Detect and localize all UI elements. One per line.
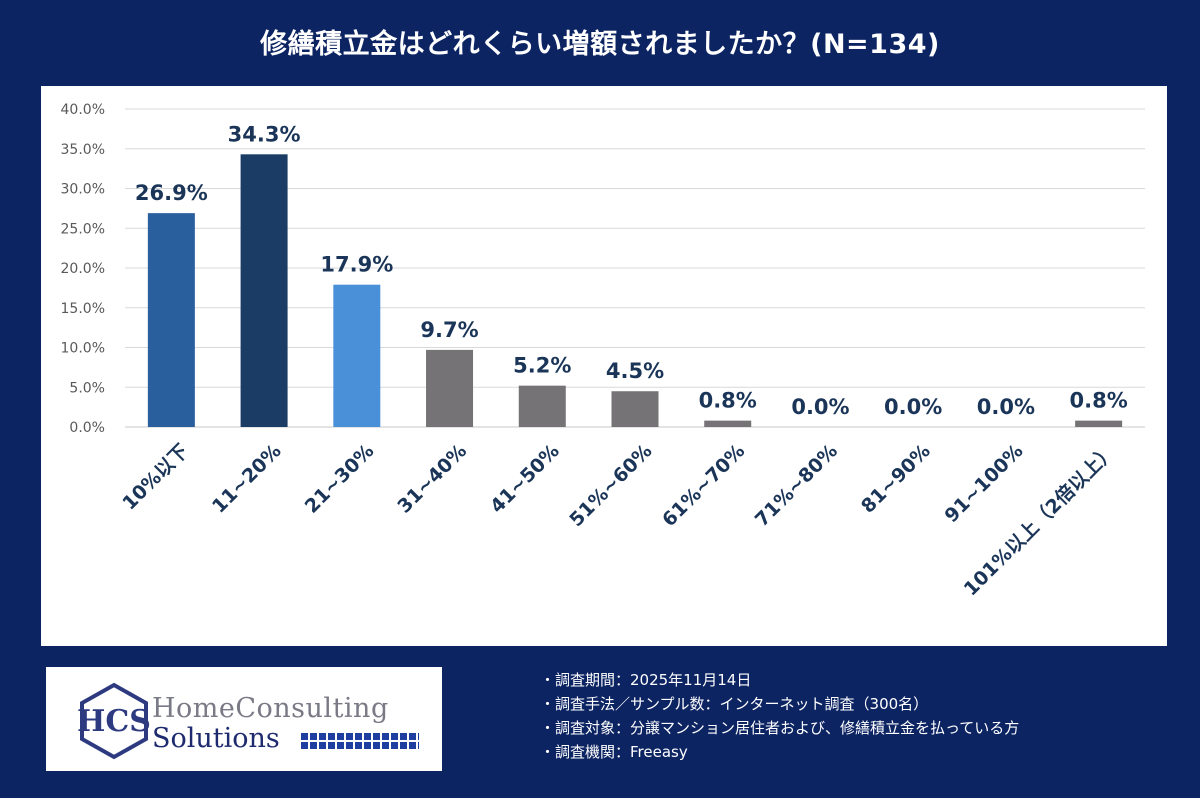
y-tick-label: 35.0%	[61, 142, 105, 158]
bar	[518, 385, 566, 427]
x-tick-label: 61%~70%	[658, 440, 749, 531]
y-tick-label: 5.0%	[69, 380, 105, 396]
data-label: 17.9%	[320, 253, 393, 277]
bar	[704, 420, 752, 427]
y-tick-label: 25.0%	[61, 221, 105, 237]
data-label: 34.3%	[228, 122, 301, 146]
x-tick-label: 51%~60%	[565, 440, 656, 531]
y-tick-label: 10.0%	[61, 341, 105, 357]
note-agency: ・調査機関：Freeasy	[540, 743, 688, 761]
x-tick-label: 41~50%	[486, 440, 564, 518]
chart-title: 修繕積立金はどれくらい増額されましたか？(N=134)	[260, 29, 940, 60]
bar	[611, 391, 659, 427]
data-label: 0.0%	[977, 395, 1035, 419]
logo-mark-text: HCS	[77, 704, 151, 739]
data-label: 0.8%	[1070, 389, 1128, 413]
y-tick-label: 20.0%	[61, 261, 105, 277]
note-period: ・調査期間：2025年11月14日	[540, 671, 752, 689]
bar	[240, 154, 288, 427]
data-label: 4.5%	[606, 359, 664, 383]
data-label: 0.0%	[884, 395, 942, 419]
bar-chart: 0.0% 5.0% 10.0% 15.0% 20.0% 25.0% 30.0% 35.0% 40…	[61, 102, 1145, 600]
y-tick-label: 40.0%	[61, 102, 105, 118]
bar	[1075, 420, 1123, 427]
data-label: 26.9%	[135, 181, 208, 205]
x-tick-label: 10%以下	[118, 440, 193, 515]
x-tick-label: 101%以上（2倍以上）	[959, 439, 1120, 600]
hcs-logo-mark-icon: HCS	[77, 682, 151, 760]
note-method: ・調査手法／サンプル数：インターネット調査（300名）	[540, 695, 929, 713]
bar	[426, 349, 474, 427]
data-label: 0.8%	[699, 389, 757, 413]
x-tick-label: 81~90%	[857, 440, 935, 518]
y-tick-label: 15.0%	[61, 301, 105, 317]
chart-panel: 0.0% 5.0% 10.0% 15.0% 20.0% 25.0% 30.0% 35.0% 40…	[41, 86, 1167, 646]
logo-line2: Solutions	[152, 723, 280, 754]
bar	[333, 284, 381, 427]
logo-line1: HomeConsulting	[152, 693, 389, 724]
data-label: 9.7%	[420, 318, 478, 342]
logo-blocks	[301, 733, 419, 749]
company-logo: HCS HomeConsulting Solutions	[46, 667, 442, 771]
x-tick-label: 91~100%	[940, 440, 1027, 527]
note-target: ・調査対象：分譲マンション居住者および、修繕積立金を払っている方	[540, 719, 1020, 737]
bar	[147, 213, 195, 427]
y-tick-label: 30.0%	[61, 182, 105, 198]
x-tick-label: 71%~80%	[751, 440, 842, 531]
data-label: 5.2%	[513, 354, 571, 378]
survey-notes: ・調査期間：2025年11月14日 ・調査手法／サンプル数：インターネット調査（…	[540, 668, 1019, 764]
data-label: 0.0%	[791, 395, 849, 419]
x-tick-label: 11~20%	[208, 440, 286, 518]
x-tick-label: 31~40%	[393, 440, 471, 518]
y-tick-label: 0.0%	[69, 420, 105, 436]
x-tick-label: 21~30%	[301, 440, 379, 518]
